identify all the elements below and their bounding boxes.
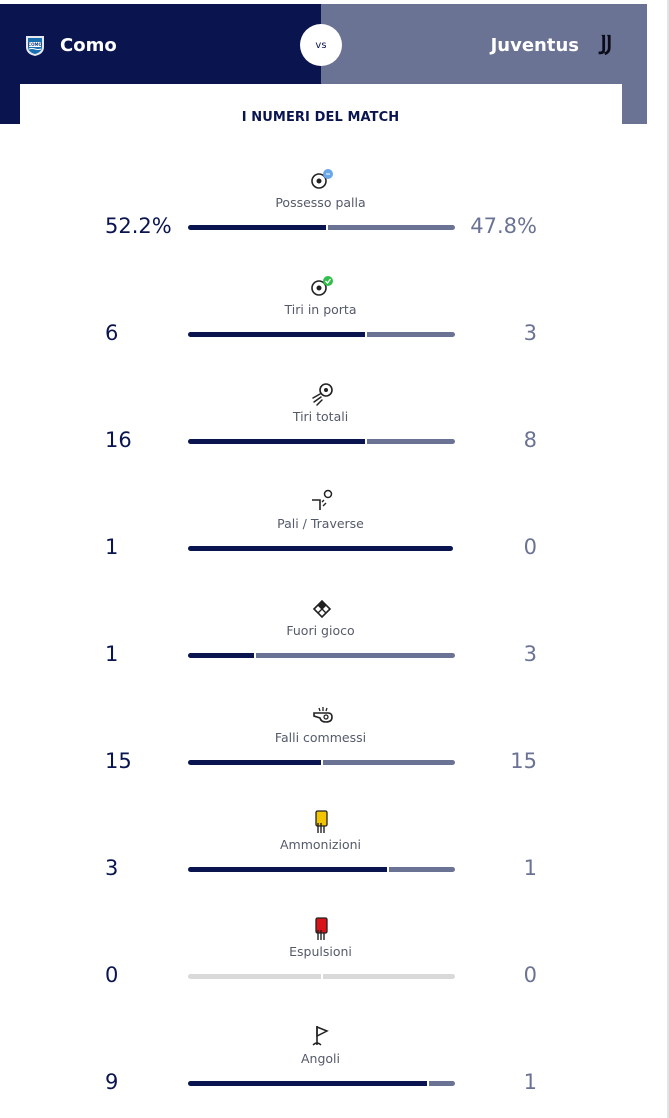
home-bar-fill	[188, 974, 321, 979]
away-bar-fill	[328, 225, 455, 230]
vs-badge: vs	[300, 24, 342, 66]
bar-divider	[387, 867, 389, 872]
stat-away-value: 15	[510, 749, 537, 773]
home-bar-fill	[188, 439, 365, 444]
red-card-icon	[315, 917, 328, 940]
stat-label: Pali / Traverse	[277, 516, 364, 531]
stat-comparison-bar	[188, 1081, 455, 1086]
home-team-name: Como	[60, 34, 117, 56]
stat-row: Tiri in porta 6 3	[0, 274, 641, 381]
scrollbar[interactable]	[667, 0, 669, 1118]
home-team[interactable]: COMO Como	[24, 30, 117, 60]
stat-label: Possesso palla	[275, 195, 366, 210]
stat-away-value: 3	[523, 642, 537, 666]
corner-flag-icon	[312, 1025, 329, 1046]
away-team[interactable]: Juventus	[491, 30, 617, 60]
stat-away-value: 0	[523, 535, 537, 559]
home-bar-fill	[188, 332, 365, 337]
como-crest-icon: COMO	[26, 36, 44, 56]
away-bar-fill	[367, 332, 455, 337]
stat-home-value: 1	[105, 642, 119, 666]
stat-label: Fuori gioco	[286, 623, 355, 638]
bar-divider	[427, 1081, 429, 1086]
stat-label: Espulsioni	[289, 944, 352, 959]
stat-home-value: 9	[105, 1070, 119, 1094]
stat-home-value: 1	[105, 535, 119, 559]
stat-label: Falli commessi	[274, 730, 367, 745]
stat-row: Possesso palla 52.2% 47.8%	[0, 167, 641, 274]
away-bar-fill	[429, 1081, 455, 1086]
stat-row: Angoli 9 1	[0, 1023, 641, 1118]
away-bar-fill	[367, 439, 455, 444]
offside-flag-icon	[312, 599, 332, 619]
stat-home-value: 0	[105, 963, 119, 987]
stat-row: Fuori gioco 1 3	[0, 595, 641, 702]
stats-card-top	[20, 84, 622, 124]
stat-comparison-bar	[188, 439, 455, 444]
stat-comparison-bar	[188, 760, 455, 765]
stat-row: Pali / Traverse 1 0	[0, 488, 641, 595]
yellow-card-icon	[315, 810, 328, 833]
stat-label: Ammonizioni	[279, 837, 362, 852]
juventus-crest-icon	[598, 34, 611, 56]
shots-on-target-icon	[311, 276, 333, 296]
away-bar-fill	[323, 760, 455, 765]
home-bar-fill	[188, 546, 453, 551]
stat-away-value: 0	[523, 963, 537, 987]
stat-away-value: 47.8%	[470, 214, 537, 238]
stat-comparison-bar	[188, 546, 455, 551]
stat-comparison-bar	[188, 867, 455, 872]
stat-away-value: 3	[523, 321, 537, 345]
stat-comparison-bar	[188, 653, 455, 658]
bar-divider	[321, 974, 323, 979]
stat-home-value: 52.2%	[105, 214, 172, 238]
stat-row: Ammonizioni 3 1	[0, 809, 641, 916]
stat-label: Tiri in porta	[284, 302, 357, 317]
bar-divider	[326, 225, 328, 230]
stat-home-value: 3	[105, 856, 119, 880]
section-title: I NUMERI DEL MATCH	[241, 110, 400, 125]
stat-row: Espulsioni 0 0	[0, 916, 641, 1023]
bar-divider	[321, 760, 323, 765]
home-bar-fill	[188, 867, 387, 872]
stat-comparison-bar	[188, 332, 455, 337]
bar-divider	[365, 332, 367, 337]
stat-home-value: 15	[105, 749, 132, 773]
stat-label: Tiri totali	[292, 409, 349, 424]
total-shots-icon	[312, 383, 333, 406]
stat-comparison-bar	[188, 974, 455, 979]
away-bar-fill	[389, 867, 455, 872]
bar-divider	[254, 653, 256, 658]
possession-icon	[311, 169, 333, 189]
home-bar-fill	[188, 653, 254, 658]
stat-row: Tiri totali 16 8	[0, 381, 641, 488]
home-bar-fill	[188, 1081, 427, 1086]
stat-away-value: 8	[523, 428, 537, 452]
stat-row: Falli commessi 15 15	[0, 702, 641, 809]
away-team-name: Juventus	[490, 34, 579, 56]
away-bar-fill	[323, 974, 455, 979]
woodwork-icon	[312, 489, 333, 510]
stat-label: Angoli	[300, 1051, 340, 1066]
stat-home-value: 6	[105, 321, 119, 345]
away-bar-fill	[256, 653, 455, 658]
stat-comparison-bar	[188, 225, 455, 230]
match-header: COMO Como vs Juventus	[0, 0, 647, 124]
whistle-icon	[313, 707, 333, 723]
stat-home-value: 16	[105, 428, 132, 452]
stat-away-value: 1	[523, 856, 537, 880]
stat-away-value: 1	[523, 1070, 537, 1094]
bar-divider	[365, 439, 367, 444]
svg-text:COMO: COMO	[28, 42, 42, 47]
home-bar-fill	[188, 760, 321, 765]
home-bar-fill	[188, 225, 326, 230]
